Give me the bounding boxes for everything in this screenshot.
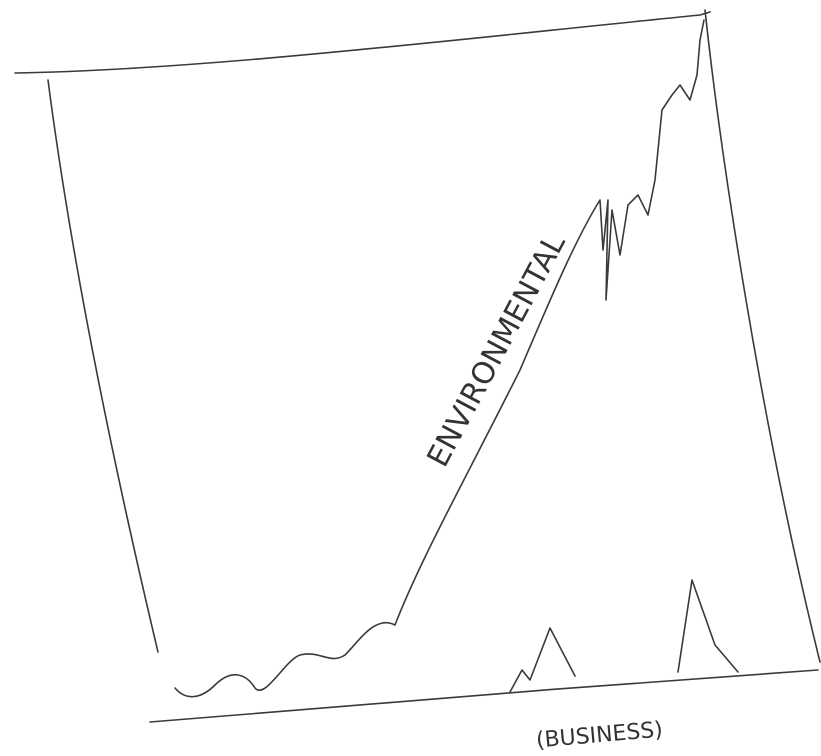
bottom-axis — [149, 669, 819, 723]
top-border — [14, 11, 711, 74]
environmental-curve — [174, 19, 705, 698]
peak-right — [677, 579, 739, 673]
axis-label: (BUSINESS) — [535, 718, 664, 754]
curve-label: ENVIRONMENTAL — [421, 228, 573, 473]
right-border — [704, 9, 821, 663]
left-border — [47, 79, 159, 653]
peak-left — [509, 627, 576, 693]
